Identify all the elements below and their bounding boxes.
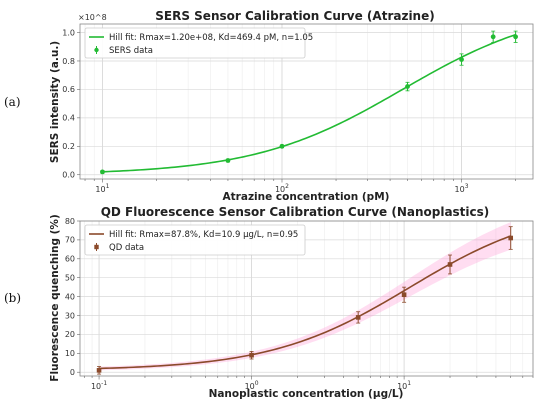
qd-y-tick-label: 80 <box>65 217 75 226</box>
sers-data-point <box>100 169 105 175</box>
qd-data-point <box>447 262 453 267</box>
sers-legend-box <box>84 27 306 59</box>
qd-fit-line <box>99 235 511 370</box>
qd-data-point <box>401 292 407 298</box>
sers-data-point <box>459 57 464 62</box>
qd-y-tick-label: 50 <box>65 274 75 283</box>
qd-data-point <box>355 315 361 320</box>
sers-axis-ticks: 0.0 0.2 0.4 0.6 0.8 1.0 101 102 103 <box>62 28 516 194</box>
sers-data-point <box>279 143 285 149</box>
sers-y-tick-label: 0.6 <box>62 85 75 94</box>
qd-chart: QD Fluorescence Sensor Calibration Curve… <box>49 205 534 400</box>
sers-data-points <box>100 30 518 175</box>
sers-y-tick-label: 0.4 <box>62 114 75 123</box>
sers-legend-data-label: SERS data <box>109 46 153 56</box>
sers-y-tick-label: 1.0 <box>62 28 75 37</box>
qd-y-tick-label: 40 <box>65 292 75 301</box>
qd-x-tick-label: 100 <box>245 380 259 391</box>
qd-data-point <box>96 368 102 373</box>
panel-label-b: (b) <box>4 291 21 305</box>
qd-legend: Hill fit: Rmax=87.8%, Kd=10.9 μg/L, n=0.… <box>84 224 306 256</box>
qd-x-tick-label: 10-1 <box>91 380 107 391</box>
sers-x-tick-label: 103 <box>455 183 469 194</box>
panel-label-a: (a) <box>4 95 21 109</box>
sers-y-axis-label: SERS intensity (a.u.) <box>49 41 61 163</box>
sers-y-tick-label: 0.0 <box>62 171 75 180</box>
qd-data-points <box>96 226 514 375</box>
qd-x-tick-label: 101 <box>397 380 411 391</box>
sers-x-tick-label: 102 <box>275 183 289 194</box>
sers-chart: SERS Sensor Calibration Curve (Atrazine)… <box>49 9 534 203</box>
qd-x-axis-label: Nanoplastic concentration (μg/L) <box>209 388 404 400</box>
qd-y-tick-label: 10 <box>65 349 75 358</box>
qd-legend-data-label: QD data <box>109 243 144 253</box>
qd-y-tick-label: 60 <box>65 255 75 264</box>
qd-legend-data-swatch <box>94 244 99 250</box>
qd-plot-frame <box>79 220 534 377</box>
sers-fit-line <box>102 33 516 173</box>
sers-legend-data-swatch <box>94 47 99 53</box>
sers-legend: Hill fit: Rmax=1.20e+08, Kd=469.4 pM, n=… <box>84 27 313 59</box>
sers-y-multiplier: ×10^8 <box>78 13 107 22</box>
sers-chart-title: SERS Sensor Calibration Curve (Atrazine) <box>155 9 434 23</box>
qd-legend-fit-label: Hill fit: Rmax=87.8%, Kd=10.9 μg/L, n=0.… <box>109 230 298 240</box>
sers-legend-fit-label: Hill fit: Rmax=1.20e+08, Kd=469.4 pM, n=… <box>109 33 313 43</box>
sers-plot-frame <box>79 23 534 180</box>
sers-x-tick-label: 101 <box>95 183 109 194</box>
sers-data-point <box>225 158 231 163</box>
sers-data-point <box>513 34 518 40</box>
qd-data-point <box>249 352 254 358</box>
qd-legend-box <box>84 224 306 256</box>
sers-data-point <box>405 84 410 89</box>
qd-axis-ticks: 0 10 20 30 40 50 60 70 80 10-1 100 101 <box>65 217 534 391</box>
qd-y-tick-label: 30 <box>65 311 75 320</box>
sers-y-tick-label: 0.2 <box>62 142 75 151</box>
qd-y-tick-label: 20 <box>65 330 75 339</box>
qd-y-tick-label: 70 <box>65 236 75 245</box>
sers-x-axis-label: Atrazine concentration (pM) <box>223 191 390 203</box>
qd-y-axis-label: Fluorescence quenching (%) <box>49 214 61 381</box>
qd-data-point <box>508 235 514 241</box>
qd-y-tick-label: 0 <box>70 368 75 377</box>
sers-y-tick-label: 0.8 <box>62 57 75 66</box>
sers-data-point <box>490 34 496 40</box>
qd-chart-title: QD Fluorescence Sensor Calibration Curve… <box>101 205 490 219</box>
